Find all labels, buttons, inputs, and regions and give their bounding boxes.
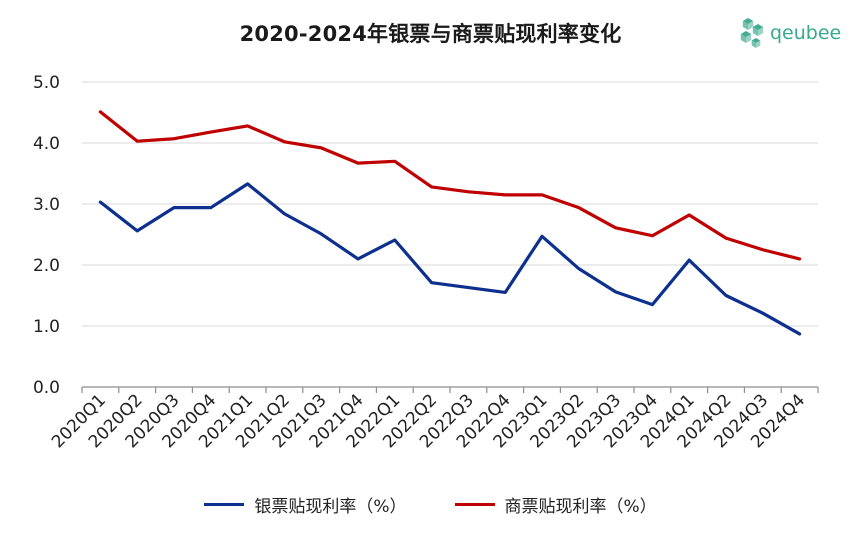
y-tick-label: 1.0	[33, 317, 60, 337]
cube-top	[751, 38, 761, 43]
cube-right	[756, 40, 761, 48]
chart-title: 2020-2024年银票与商票贴现利率变化	[239, 22, 622, 46]
logo-text: qeubee	[770, 22, 841, 44]
y-tick-label: 4.0	[33, 134, 60, 154]
legend-label: 银票贴现利率（%）	[254, 497, 407, 517]
cube-right	[746, 34, 752, 43]
legend-item-0: 银票贴现利率（%）	[204, 492, 407, 517]
cube-cluster-icon: qeubee	[740, 18, 841, 48]
cube-right	[758, 27, 764, 36]
legend-item-1: 商票贴现利率（%）	[454, 492, 657, 517]
y-tick-label: 0.0	[33, 378, 60, 398]
y-tick-label: 3.0	[33, 195, 60, 215]
series-line-0	[98, 182, 802, 336]
legend: 银票贴现利率（%） 商票贴现利率（%）	[0, 492, 861, 517]
series-line-1	[98, 110, 802, 261]
cube-right	[748, 21, 754, 30]
cube-left	[752, 27, 758, 36]
y-tick-label: 2.0	[33, 256, 60, 276]
series-layer	[98, 110, 802, 336]
gridlines	[82, 81, 818, 327]
y-axis-ticks: 0.0 1.0 2.0 3.0 4.0 5.0	[33, 73, 60, 398]
legend-swatch	[454, 503, 495, 506]
cube-left	[751, 40, 756, 48]
legend-label: 商票贴现利率（%）	[504, 497, 657, 517]
y-tick-label: 5.0	[33, 73, 60, 93]
cube-left	[742, 21, 748, 30]
logo: qeubee	[736, 14, 856, 50]
x-axis: 2020Q12020Q22020Q32020Q42021Q12021Q22021…	[48, 386, 819, 452]
legend-swatch	[204, 503, 245, 506]
cube-left	[740, 34, 746, 43]
